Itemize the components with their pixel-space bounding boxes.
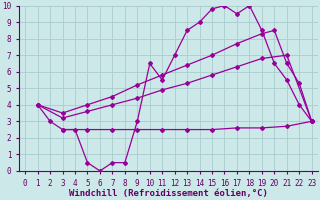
X-axis label: Windchill (Refroidissement éolien,°C): Windchill (Refroidissement éolien,°C) xyxy=(69,189,268,198)
